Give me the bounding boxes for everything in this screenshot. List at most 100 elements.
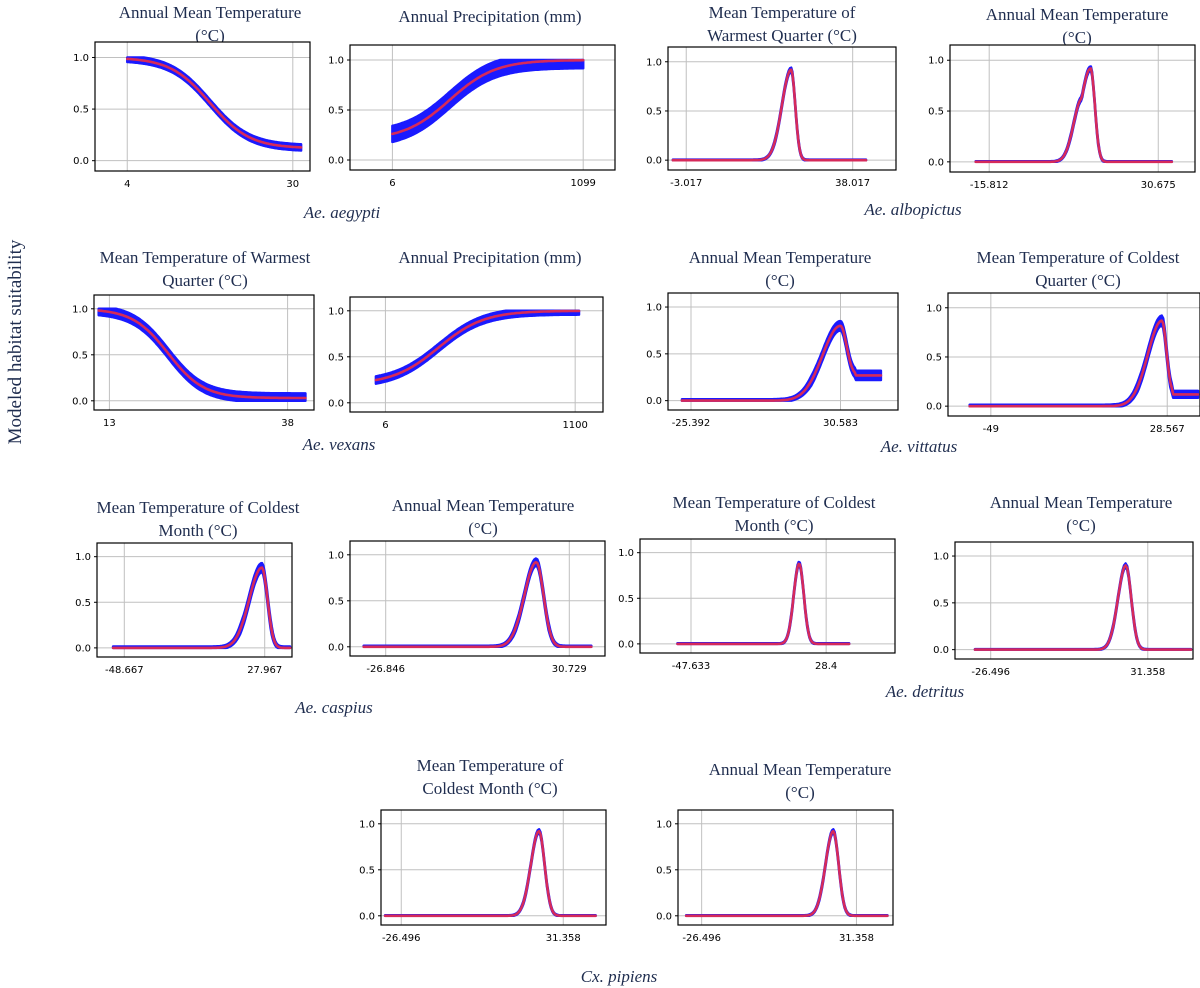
y-axis-label: Modeled habitat suitability [5, 239, 26, 444]
y-tick-label: 1.0 [933, 552, 949, 563]
panel-13: Mean Temperature of Coldest Month (°C) 1.0… [359, 756, 607, 944]
panel-2: Annual Precipitation (mm) 1.0 0.5 0.0 6 1099 [328, 7, 616, 189]
x-tick-label: 30.583 [823, 418, 858, 429]
y-tick-label: 0.5 [928, 107, 944, 118]
panel-title-line: Annual Precipitation (mm) [398, 248, 581, 267]
x-tick-label: -26.496 [682, 933, 721, 944]
y-tick-label: 0.5 [328, 596, 344, 607]
mean-response-line [391, 58, 585, 136]
panel-title-line: (°C) [1066, 516, 1095, 535]
y-tick-label: 0.5 [73, 105, 89, 116]
y-tick-label: 0.0 [328, 398, 344, 409]
plot-frame [96, 542, 293, 658]
panel-title-line: Mean Temperature of Coldest [97, 498, 300, 517]
plot-area [950, 45, 1195, 172]
mean-response-line [383, 829, 597, 918]
x-tick-label: 28.4 [815, 661, 837, 672]
x-tick-label: 30.729 [552, 664, 587, 675]
plot-area [381, 810, 606, 925]
plot-frame [954, 541, 1194, 660]
x-tick-label: -49 [983, 424, 999, 435]
plot-area [668, 293, 898, 410]
y-tick-label: 0.5 [656, 865, 672, 876]
panel-8: Mean Temperature of Coldest Quarter (°C) 1… [926, 248, 1200, 435]
mean-response-line [968, 319, 1200, 408]
panel-title-line: Annual Mean Temperature [392, 496, 575, 515]
y-tick-label: 0.5 [359, 865, 375, 876]
x-tick-label: -26.496 [382, 933, 421, 944]
y-tick-label: 0.0 [928, 157, 944, 168]
x-tick-label: 38.017 [835, 178, 870, 189]
panel-title-line: (°C) [1062, 28, 1091, 47]
y-tick-label: 0.0 [646, 396, 662, 407]
panels: Annual Mean Temperature(°C)1.00.50.04 30A… [72, 3, 1200, 944]
panel-9: Mean Temperature of Coldest Month (°C) 1.0… [75, 498, 300, 676]
panel-title-line: (°C) [195, 26, 224, 45]
y-tick-label: 1.0 [359, 819, 375, 830]
species-label-ae-vittatus: Ae. vittatus [880, 437, 958, 456]
plot-frame [349, 296, 604, 413]
x-tick-label: 31.358 [839, 933, 874, 944]
plot-frame [349, 44, 616, 171]
y-tick-label: 0.5 [75, 598, 91, 609]
x-tick-label: -25.392 [672, 418, 711, 429]
species-label-ae-detritus: Ae. detritus [885, 682, 965, 701]
panel-title-line: Mean Temperature of [709, 3, 856, 22]
panel-title-line: Annual Mean Temperature [689, 248, 872, 267]
mean-response-line [684, 829, 889, 918]
y-tick-label: 0.0 [618, 639, 634, 650]
x-tick-label: 31.358 [546, 933, 581, 944]
y-tick-label: 0.5 [646, 106, 662, 117]
panel-title-line: (°C) [468, 519, 497, 538]
mean-response-line [974, 67, 1174, 164]
x-tick-label: 4 [124, 179, 130, 190]
panel-title-line: (°C) [765, 271, 794, 290]
y-tick-label: 0.5 [926, 352, 942, 363]
plot-frame [667, 292, 899, 411]
y-tick-label: 1.0 [928, 56, 944, 67]
species-label-ae-caspius: Ae. caspius [294, 698, 373, 717]
y-tick-label: 0.0 [656, 911, 672, 922]
plot-area [350, 541, 605, 656]
mean-response-line [126, 57, 303, 149]
y-tick-label: 0.0 [328, 156, 344, 167]
plot-frame [93, 294, 315, 411]
y-tick-label: 0.5 [72, 350, 88, 361]
panel-title-line: Warmest Quarter (°C) [707, 26, 857, 45]
plot-area [955, 542, 1193, 659]
x-tick-label: 1100 [562, 420, 587, 431]
y-tick-label: 1.0 [328, 306, 344, 317]
plot-area [678, 810, 893, 925]
x-tick-label: 27.967 [247, 665, 282, 676]
x-tick-label: 13 [103, 418, 116, 429]
mean-response-line [374, 309, 581, 382]
panel-title-line: Mean Temperature of Coldest [673, 493, 876, 512]
panel-14: Annual Mean Temperature (°C) 1.0 0.5 0.0 -26.… [656, 760, 894, 944]
panel-title-line: Annual Mean Temperature [986, 5, 1169, 24]
y-tick-label: 0.0 [359, 911, 375, 922]
mean-response-line [680, 324, 883, 402]
plot-area [640, 539, 895, 653]
plot-frame [639, 538, 896, 654]
y-tick-label: 0.0 [328, 642, 344, 653]
plot-area [948, 293, 1200, 416]
mean-response-line [362, 560, 593, 649]
species-label-ae-aegypti: Ae. aegypti [303, 203, 381, 222]
x-tick-label: 1099 [570, 178, 595, 189]
y-tick-label: 0.0 [73, 156, 89, 167]
panel-title-line: Annual Mean Temperature [119, 3, 302, 22]
y-tick-label: 1.0 [72, 304, 88, 315]
y-tick-label: 0.5 [933, 598, 949, 609]
x-tick-label: 28.567 [1150, 424, 1185, 435]
y-tick-label: 0.0 [72, 396, 88, 407]
x-tick-label: 6 [382, 420, 388, 431]
mean-response-line [111, 566, 292, 650]
y-tick-label: 0.5 [646, 349, 662, 360]
species-label-cx-pipiens: Cx. pipiens [581, 967, 658, 986]
panel-title-line: Month (°C) [158, 521, 237, 540]
species-label-ae-vexans: Ae. vexans [302, 435, 376, 454]
y-tick-label: 1.0 [646, 57, 662, 68]
x-tick-label: -26.496 [971, 667, 1010, 678]
y-tick-label: 1.0 [73, 53, 89, 64]
